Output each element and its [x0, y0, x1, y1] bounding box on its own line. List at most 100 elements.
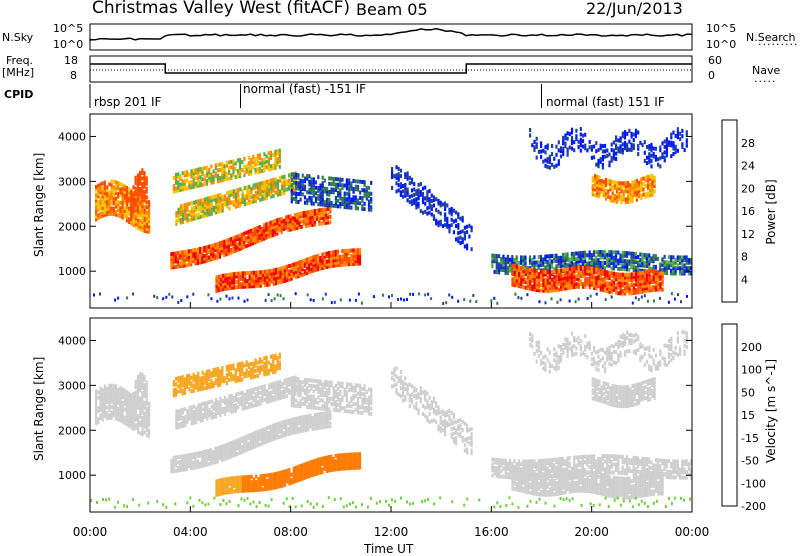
power-echo-cell: [229, 242, 233, 247]
power-echo-cell: [108, 182, 111, 187]
power-echo-cell: [259, 283, 262, 288]
power-echo-cell: [322, 221, 325, 226]
power-ground-cell: [538, 300, 541, 304]
power-echo-cell: [181, 253, 184, 258]
power-echo-cell: [143, 173, 146, 178]
velocity-echo-cell: [248, 488, 251, 493]
power-echo-cell: [596, 177, 599, 182]
power-echo-cell: [208, 178, 211, 183]
power-echo-cell: [265, 225, 268, 230]
power-echo-cell: [299, 270, 302, 275]
power-echo-cell: [328, 253, 331, 258]
power-echo-cell: [192, 171, 195, 176]
velocity-echo-cell: [320, 425, 323, 430]
power-echo-cell: [356, 198, 360, 203]
power-echo-cell: [645, 261, 648, 266]
velocity-echo-cell: [221, 457, 224, 462]
power-echo-cell: [502, 260, 505, 264]
velocity-echo-cell: [302, 423, 305, 428]
velocity-echo-cell: [119, 391, 122, 396]
power-echo-cell: [295, 197, 298, 202]
power-echo-cell: [363, 191, 366, 195]
power-echo-cell: [546, 254, 549, 259]
power-echo-cell: [194, 181, 197, 186]
velocity-echo-cell: [139, 412, 142, 417]
power-echo-cell: [524, 260, 527, 265]
velocity-echo-cell: [257, 479, 260, 484]
power-echo-cell: [548, 265, 551, 269]
power-echo-cell: [323, 265, 326, 270]
velocity-echo-cell: [321, 459, 324, 464]
velocity-echo-cell: [325, 463, 328, 468]
power-echo-cell: [624, 283, 627, 288]
velocity-echo-cell: [137, 416, 140, 421]
power-ground-cell: [472, 294, 475, 297]
power-echo-cell: [683, 266, 686, 271]
power-echo-cell: [325, 262, 328, 267]
power-echo-cell: [110, 179, 113, 184]
power-echo-cell: [544, 278, 547, 282]
power-echo-cell: [240, 243, 244, 248]
velocity-echo-cell: [97, 409, 100, 414]
power-echo-cell: [651, 173, 654, 178]
power-echo-cell: [637, 260, 640, 265]
velocity-echo-cell: [313, 423, 316, 428]
velocity-echo-cell: [195, 409, 198, 414]
velocity-echo-cell: [274, 436, 277, 441]
power-echo-cell: [272, 152, 275, 157]
power-echo-cell: [263, 231, 266, 236]
power-echo-cell: [212, 256, 215, 261]
velocity-echo-cell: [134, 423, 137, 428]
velocity-echo-cell: [141, 416, 144, 420]
power-echo-cell: [269, 223, 272, 228]
power-echo-cell: [661, 271, 664, 276]
power-echo-cell: [266, 269, 269, 274]
power-echo-cell: [513, 266, 516, 271]
power-echo-cell: [573, 266, 576, 271]
power-echo-cell: [243, 194, 246, 199]
power-echo-cell: [330, 203, 333, 208]
velocity-echo-cell: [112, 402, 115, 407]
power-echo-cell: [606, 263, 609, 268]
power-echo-cell: [365, 188, 368, 193]
power-echo-cell: [495, 262, 498, 267]
power-echo-cell: [672, 130, 675, 135]
power-echo-cell: [348, 186, 351, 191]
power-echo-cell: [234, 193, 238, 198]
power-echo-cell: [598, 191, 601, 196]
power-echo-cell: [134, 205, 137, 210]
velocity-echo-cell: [103, 406, 106, 411]
power-echo-cell: [225, 174, 228, 179]
power-echo-cell: [548, 270, 551, 275]
power-echo-cell: [254, 190, 257, 195]
velocity-echo-cell: [128, 413, 131, 418]
power-echo-cell: [630, 272, 633, 277]
power-echo-cell: [321, 199, 324, 204]
power-echo-cell: [562, 258, 565, 263]
power-echo-cell: [321, 189, 324, 194]
power-echo-cell: [619, 149, 622, 154]
power-echo-cell: [145, 197, 148, 202]
power-echo-cell: [320, 221, 323, 226]
power-echo-cell: [285, 182, 288, 187]
velocity-echo-cell: [330, 454, 333, 459]
power-echo-cell: [593, 267, 596, 272]
power-echo-cell: [637, 146, 640, 151]
power-echo-cell: [348, 192, 351, 196]
velocity-echo-cell: [272, 483, 275, 487]
power-echo-cell: [632, 262, 635, 267]
power-echo-cell: [328, 200, 331, 205]
power-echo-cell: [566, 278, 569, 282]
power-echo-cell: [413, 200, 416, 205]
power-echo-cell: [600, 179, 603, 183]
velocity-echo-cell: [289, 428, 292, 433]
velocity-echo-cell: [356, 454, 359, 459]
power-echo-cell: [237, 198, 240, 203]
velocity-echo-cell: [199, 418, 202, 423]
velocity-echo-cell: [298, 421, 301, 426]
power-echo-cell: [352, 197, 355, 202]
velocity-echo-cell: [275, 485, 278, 490]
power-echo-cell: [303, 258, 306, 263]
power-echo-cell: [548, 160, 551, 165]
velocity-echo-cell: [319, 462, 322, 467]
